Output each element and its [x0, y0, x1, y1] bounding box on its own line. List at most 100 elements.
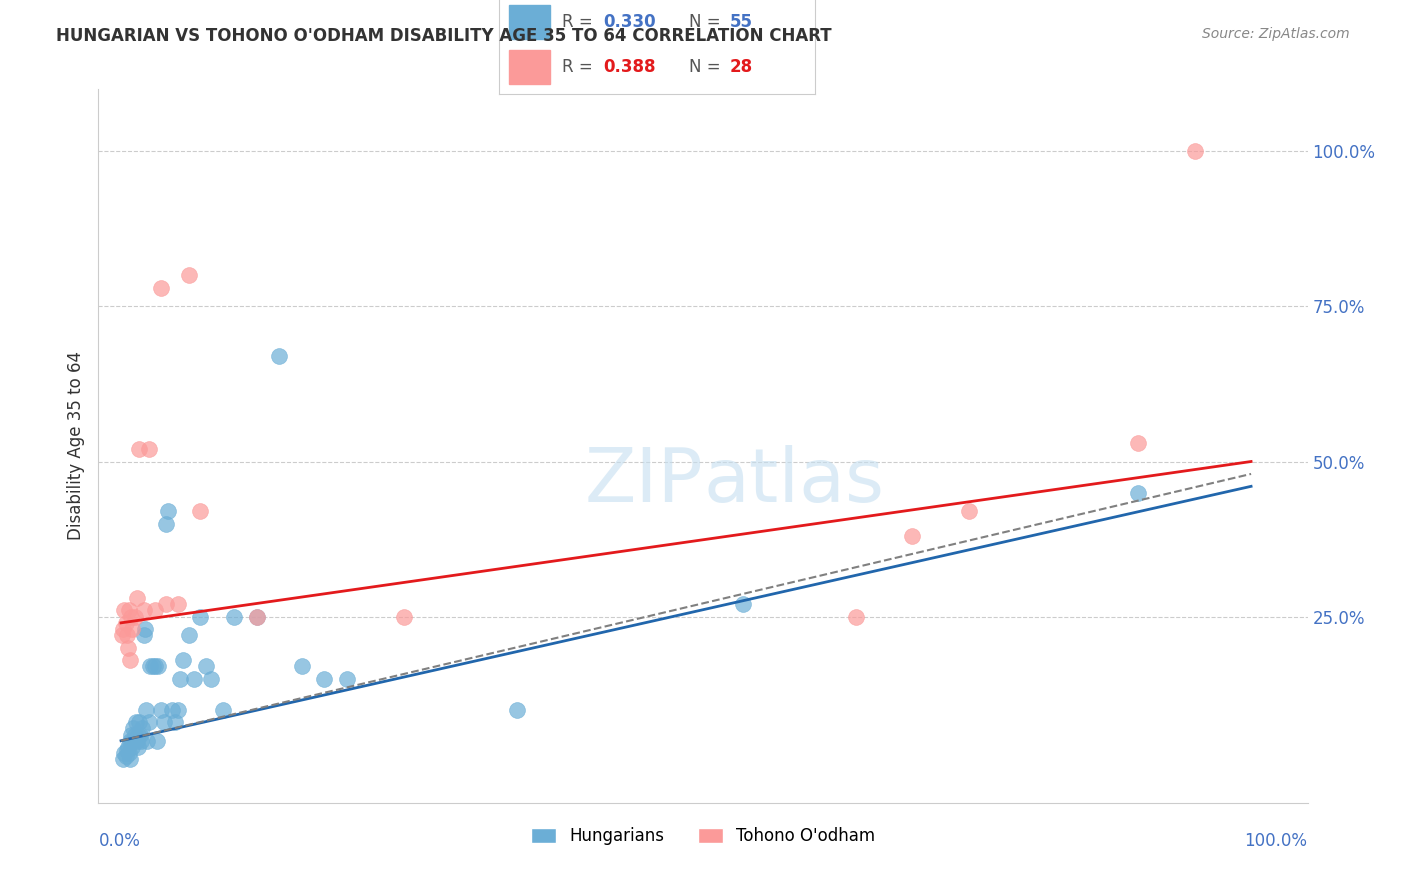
- Point: [139, 659, 162, 673]
- Text: ZIP: ZIP: [585, 445, 703, 518]
- Point: [157, 504, 180, 518]
- Text: atlas: atlas: [703, 445, 884, 518]
- Point: [142, 659, 165, 673]
- Point: [291, 659, 314, 673]
- Point: [246, 609, 269, 624]
- Point: [731, 597, 754, 611]
- Point: [138, 442, 160, 456]
- Legend: Hungarians, Tohono O'odham: Hungarians, Tohono O'odham: [524, 821, 882, 852]
- Point: [124, 609, 146, 624]
- Point: [121, 622, 143, 636]
- Point: [200, 672, 222, 686]
- Point: [901, 529, 924, 543]
- Point: [120, 727, 142, 741]
- Point: [118, 746, 141, 760]
- Point: [269, 349, 291, 363]
- Point: [127, 739, 149, 754]
- Point: [112, 603, 135, 617]
- Point: [155, 516, 177, 531]
- Point: [392, 609, 415, 624]
- Point: [222, 609, 245, 624]
- Point: [169, 672, 191, 686]
- Text: 0.330: 0.330: [603, 13, 657, 31]
- Point: [165, 715, 187, 730]
- Point: [115, 743, 138, 757]
- Point: [135, 703, 157, 717]
- Point: [132, 628, 155, 642]
- Point: [143, 659, 166, 673]
- Point: [136, 733, 159, 747]
- Text: 28: 28: [730, 58, 754, 76]
- Point: [172, 653, 194, 667]
- Y-axis label: Disability Age 35 to 64: Disability Age 35 to 64: [66, 351, 84, 541]
- Text: HUNGARIAN VS TOHONO O'ODHAM DISABILITY AGE 35 TO 64 CORRELATION CHART: HUNGARIAN VS TOHONO O'ODHAM DISABILITY A…: [56, 27, 832, 45]
- Point: [121, 739, 143, 754]
- Bar: [509, 5, 550, 38]
- Point: [194, 659, 217, 673]
- Point: [149, 703, 172, 717]
- Point: [111, 628, 134, 642]
- Point: [188, 504, 211, 518]
- Point: [125, 733, 148, 747]
- Text: N =: N =: [689, 58, 725, 76]
- Point: [134, 622, 156, 636]
- Text: 55: 55: [730, 13, 754, 31]
- Point: [131, 722, 153, 736]
- Point: [125, 591, 148, 605]
- Point: [138, 715, 160, 730]
- Point: [114, 615, 136, 630]
- Point: [118, 603, 141, 617]
- Point: [120, 653, 142, 667]
- Bar: [509, 51, 550, 84]
- Point: [211, 703, 233, 717]
- Point: [148, 659, 170, 673]
- Point: [845, 609, 868, 624]
- Point: [120, 752, 142, 766]
- Point: [1184, 145, 1206, 159]
- Point: [117, 739, 139, 754]
- Point: [127, 727, 149, 741]
- Point: [1126, 436, 1149, 450]
- Text: Source: ZipAtlas.com: Source: ZipAtlas.com: [1202, 27, 1350, 41]
- Point: [114, 749, 136, 764]
- Text: 0.388: 0.388: [603, 58, 657, 76]
- Point: [160, 703, 183, 717]
- Point: [132, 603, 155, 617]
- Text: R =: R =: [562, 13, 599, 31]
- Point: [120, 733, 142, 747]
- Point: [336, 672, 359, 686]
- Point: [146, 733, 169, 747]
- Point: [246, 609, 269, 624]
- Point: [120, 609, 142, 624]
- Point: [124, 727, 146, 741]
- Point: [314, 672, 336, 686]
- Point: [505, 703, 527, 717]
- Point: [153, 715, 176, 730]
- Point: [143, 603, 166, 617]
- Point: [122, 722, 145, 736]
- Point: [121, 733, 143, 747]
- Point: [177, 268, 200, 283]
- Point: [112, 622, 135, 636]
- Point: [125, 715, 148, 730]
- Point: [128, 442, 150, 456]
- Point: [1126, 485, 1149, 500]
- Point: [177, 628, 200, 642]
- Text: N =: N =: [689, 13, 725, 31]
- Point: [183, 672, 205, 686]
- Text: 0.0%: 0.0%: [98, 831, 141, 849]
- Text: R =: R =: [562, 58, 599, 76]
- Point: [188, 609, 211, 624]
- Text: 100.0%: 100.0%: [1244, 831, 1308, 849]
- Point: [128, 715, 150, 730]
- Point: [117, 640, 139, 655]
- Point: [149, 281, 172, 295]
- Point: [957, 504, 980, 518]
- Point: [166, 597, 188, 611]
- Point: [131, 733, 153, 747]
- Point: [129, 727, 152, 741]
- Point: [112, 752, 135, 766]
- Point: [155, 597, 177, 611]
- Point: [115, 628, 138, 642]
- Point: [112, 746, 135, 760]
